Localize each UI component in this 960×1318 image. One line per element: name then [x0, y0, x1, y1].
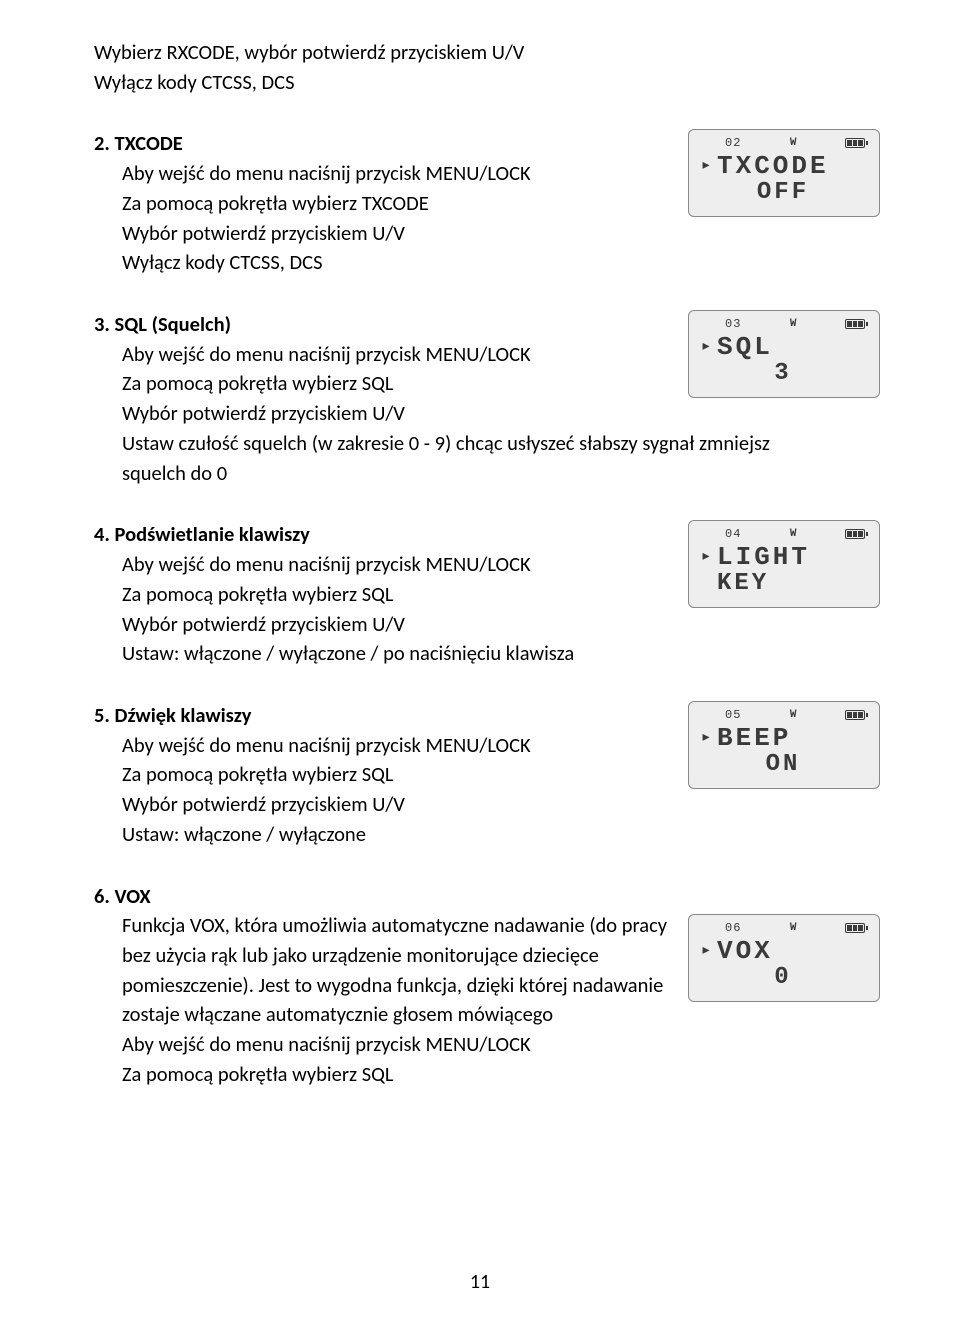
lcd-lines: BEEP ON — [717, 724, 869, 778]
lcd-menu-number: 05 — [725, 708, 741, 722]
lcd-menu-number: 02 — [725, 136, 741, 150]
lcd-arrow-icon: ▸ — [699, 152, 713, 180]
section-number: 4. — [94, 521, 110, 547]
section-header: 6. VOX — [94, 882, 866, 912]
lcd-line-1: TXCODE — [717, 152, 869, 180]
lcd-panel-txcode: 02 W ▸ TXCODE OFF — [688, 129, 880, 217]
lcd-line-2: OFF — [717, 180, 869, 206]
body-line: squelch do 0 — [122, 459, 866, 489]
section-5: 05 W ▸ BEEP ON 5. Dźwięk klawiszy Aby we… — [94, 701, 866, 850]
lcd-main: ▸ BEEP ON — [699, 724, 869, 778]
lcd-line-2: 0 — [717, 965, 869, 991]
lcd-top-row: 02 W — [699, 136, 869, 150]
lcd-w-indicator: W — [790, 528, 797, 540]
intro-block: Wybierz RXCODE, wybór potwierdź przycisk… — [94, 38, 866, 97]
battery-icon — [845, 138, 865, 148]
body-line: Ustaw: włączone / wyłączone — [122, 820, 866, 850]
lcd-lines: TXCODE OFF — [717, 152, 869, 206]
battery-icon — [845, 710, 865, 720]
lcd-top-row: 03 W — [699, 317, 869, 331]
lcd-main: ▸ LIGHT KEY — [699, 543, 869, 597]
lcd-main: ▸ SQL 3 — [699, 333, 869, 387]
page-number: 11 — [0, 1270, 960, 1294]
lcd-line-2: ON — [717, 752, 869, 778]
lcd-line-2: KEY — [717, 571, 869, 597]
section-title: SQL (Squelch) — [115, 311, 231, 337]
body-line: Aby wejść do menu naciśnij przycisk MENU… — [122, 1030, 866, 1060]
lcd-menu-number: 03 — [725, 317, 741, 331]
lcd-arrow-icon: ▸ — [699, 937, 713, 965]
section-number: 3. — [94, 311, 110, 337]
lcd-lines: SQL 3 — [717, 333, 869, 387]
document-body: Wybierz RXCODE, wybór potwierdź przycisk… — [94, 38, 866, 1090]
body-line: Ustaw czułość squelch (w zakresie 0 - 9)… — [122, 429, 866, 459]
lcd-panel-sql: 03 W ▸ SQL 3 — [688, 310, 880, 398]
section-number: 2. — [94, 130, 110, 156]
lcd-arrow-icon: ▸ — [699, 724, 713, 752]
lcd-menu-number: 06 — [725, 921, 741, 935]
body-line: zostaje włączane automatycznie głosem mó… — [122, 1000, 866, 1030]
lcd-panel-beep: 05 W ▸ BEEP ON — [688, 701, 880, 789]
battery-icon — [845, 923, 865, 933]
body-line: Za pomocą pokrętła wybierz SQL — [122, 1060, 866, 1090]
lcd-panel-vox: 06 W ▸ VOX 0 — [688, 914, 880, 1002]
lcd-w-indicator: W — [790, 709, 797, 721]
section-title: TXCODE — [115, 130, 183, 156]
section-number: 6. — [94, 883, 110, 909]
section-number: 5. — [94, 702, 110, 728]
intro-line-1: Wybierz RXCODE, wybór potwierdź przycisk… — [94, 38, 866, 68]
section-3: 03 W ▸ SQL 3 3. SQL (Squelch) Aby wejść … — [94, 310, 866, 488]
section-2: 02 W ▸ TXCODE OFF 2. TXCODE Aby wejść do… — [94, 129, 866, 278]
lcd-main: ▸ VOX 0 — [699, 937, 869, 991]
lcd-line-1: BEEP — [717, 724, 869, 752]
body-line: Wybór potwierdź przyciskiem U/V — [122, 610, 866, 640]
lcd-lines: VOX 0 — [717, 937, 869, 991]
lcd-line-1: VOX — [717, 937, 869, 965]
body-line: Wybór potwierdź przyciskiem U/V — [122, 790, 866, 820]
lcd-w-indicator: W — [790, 318, 797, 330]
lcd-panel-light: 04 W ▸ LIGHT KEY — [688, 520, 880, 608]
lcd-line-1: LIGHT — [717, 543, 869, 571]
body-line: Ustaw: włączone / wyłączone / po naciśni… — [122, 639, 866, 669]
battery-icon — [845, 529, 865, 539]
lcd-main: ▸ TXCODE OFF — [699, 152, 869, 206]
section-title: Podświetlanie klawiszy — [115, 521, 310, 547]
body-line: Wybór potwierdź przyciskiem U/V — [122, 219, 866, 249]
lcd-w-indicator: W — [790, 922, 797, 934]
body-line: Wybór potwierdź przyciskiem U/V — [122, 399, 866, 429]
section-title: VOX — [115, 883, 151, 909]
lcd-top-row: 04 W — [699, 527, 869, 541]
section-4: 04 W ▸ LIGHT KEY 4. Podświetlanie klawis… — [94, 520, 866, 669]
lcd-line-1: SQL — [717, 333, 869, 361]
battery-icon — [845, 319, 865, 329]
lcd-menu-number: 04 — [725, 527, 741, 541]
section-6: 06 W ▸ VOX 0 6. VOX Funkcja VOX, która u… — [94, 882, 866, 1090]
body-line: Wyłącz kody CTCSS, DCS — [122, 248, 866, 278]
lcd-line-2: 3 — [717, 361, 869, 387]
lcd-arrow-icon: ▸ — [699, 333, 713, 361]
lcd-top-row: 06 W — [699, 921, 869, 935]
lcd-arrow-icon: ▸ — [699, 543, 713, 571]
lcd-w-indicator: W — [790, 137, 797, 149]
lcd-lines: LIGHT KEY — [717, 543, 869, 597]
intro-line-2: Wyłącz kody CTCSS, DCS — [94, 68, 866, 98]
lcd-top-row: 05 W — [699, 708, 869, 722]
section-title: Dźwięk klawiszy — [115, 702, 252, 728]
